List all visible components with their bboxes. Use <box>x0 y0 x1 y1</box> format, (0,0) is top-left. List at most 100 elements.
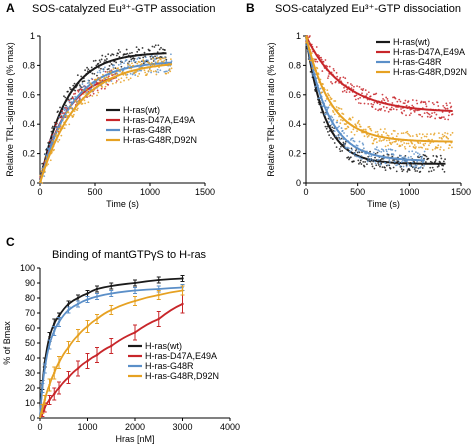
data-point <box>153 63 156 65</box>
data-point <box>358 140 361 143</box>
data-point <box>377 133 380 136</box>
legend-label: H-ras-G48R <box>393 57 442 67</box>
data-point <box>437 165 440 167</box>
data-point <box>408 145 411 148</box>
data-point <box>424 142 427 145</box>
data-point <box>325 127 328 130</box>
data-point <box>421 155 424 158</box>
data-point <box>361 142 364 145</box>
data-point <box>386 98 389 100</box>
data-point <box>416 135 419 138</box>
data-point <box>81 102 84 105</box>
data-point <box>405 104 408 107</box>
data-point <box>411 135 414 137</box>
data-point <box>340 118 342 121</box>
y-tick-label: 0.8 <box>288 60 301 70</box>
data-point <box>104 70 107 73</box>
data-point <box>429 166 432 169</box>
data-point <box>333 69 336 72</box>
data-point <box>82 90 85 92</box>
data-point <box>128 67 131 70</box>
series-layer <box>39 44 173 184</box>
data-point <box>133 59 135 62</box>
data-point <box>133 57 136 60</box>
data-point <box>312 74 314 77</box>
data-point <box>117 52 119 55</box>
data-point <box>385 106 388 109</box>
data-point <box>400 132 403 135</box>
legend-label: H-ras(wt) <box>393 37 430 47</box>
data-point <box>327 106 330 109</box>
data-point <box>351 84 353 87</box>
data-point <box>411 150 414 153</box>
data-point <box>370 102 373 105</box>
data-point <box>353 140 356 143</box>
data-point <box>69 88 72 91</box>
data-point <box>110 344 113 348</box>
data-point <box>324 125 327 128</box>
data-point <box>395 108 398 111</box>
data-point <box>349 150 352 153</box>
data-point <box>119 70 121 73</box>
data-point <box>322 60 325 63</box>
data-point <box>59 113 62 115</box>
data-point <box>413 153 415 155</box>
y-axis-label: Relative TRL-signal ratio (% max) <box>5 42 15 176</box>
data-point <box>181 277 184 280</box>
series-layer <box>305 35 454 174</box>
data-point <box>415 133 418 136</box>
data-point <box>384 166 386 169</box>
data-point <box>164 57 166 60</box>
data-point <box>165 60 168 63</box>
data-point <box>334 100 337 102</box>
data-point <box>437 144 440 147</box>
data-point <box>407 100 410 103</box>
data-point <box>61 109 63 112</box>
data-point <box>338 125 340 128</box>
data-point <box>396 143 399 146</box>
data-point <box>181 289 184 292</box>
data-point <box>451 146 453 149</box>
y-tick-label: 30 <box>25 368 35 378</box>
fit-line <box>39 76 118 184</box>
data-point <box>392 166 395 169</box>
data-point <box>381 166 384 168</box>
data-point <box>429 133 432 135</box>
data-point <box>430 170 433 173</box>
data-point <box>51 135 54 138</box>
data-point <box>382 150 385 153</box>
data-point <box>420 136 423 139</box>
data-point <box>326 89 329 91</box>
data-point <box>361 157 363 160</box>
data-point <box>415 99 418 102</box>
data-point <box>431 138 433 141</box>
data-point <box>376 151 379 154</box>
data-point <box>350 131 353 133</box>
data-point <box>423 135 426 138</box>
data-point <box>309 35 311 37</box>
x-axis-label: Hras [nM] <box>115 434 154 444</box>
data-point <box>356 144 359 147</box>
data-point <box>57 361 61 364</box>
data-point <box>53 329 56 333</box>
data-point <box>165 58 168 61</box>
data-point <box>105 82 108 85</box>
data-point <box>431 148 434 151</box>
data-point <box>353 133 356 136</box>
data-point <box>98 59 101 62</box>
data-point <box>127 78 130 81</box>
data-point <box>447 114 450 117</box>
data-point <box>110 284 113 288</box>
data-point <box>332 67 335 70</box>
data-point <box>86 66 88 69</box>
data-point <box>379 161 381 164</box>
data-point <box>425 105 428 108</box>
data-point <box>376 102 379 105</box>
data-point <box>390 133 393 135</box>
data-point <box>364 128 367 131</box>
data-point <box>119 81 122 84</box>
data-point <box>111 82 114 85</box>
data-point <box>57 320 61 324</box>
data-point <box>140 69 143 72</box>
data-point <box>408 150 411 153</box>
